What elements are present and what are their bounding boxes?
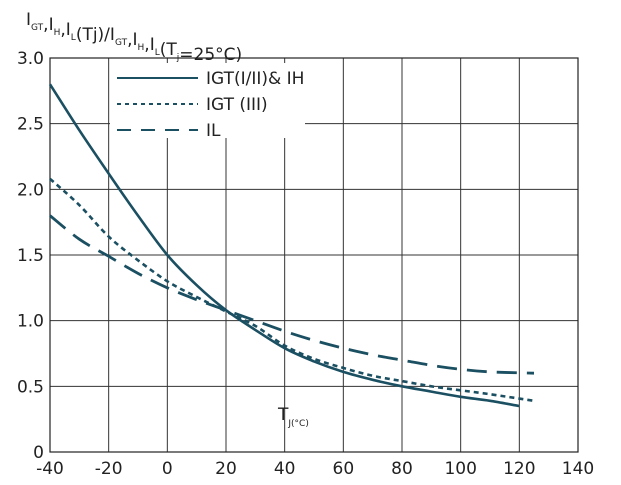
title-subscript: L: [71, 33, 76, 43]
legend-label-2: IGT (III): [206, 95, 268, 115]
x-tick-label: -20: [95, 459, 123, 479]
x-label-main: T: [277, 405, 289, 425]
series-line-2: [49, 177, 535, 403]
plot-frame: [49, 57, 579, 453]
x-tick-label: 60: [333, 459, 355, 479]
x-axis: -40 -20 0 20 40 60 80 100 120 140: [36, 459, 594, 479]
title-subscript: GT: [115, 38, 128, 48]
title-text: (T: [160, 40, 178, 60]
y-tick-label: 1.0: [17, 312, 44, 332]
title-subscript: GT: [31, 23, 44, 33]
x-tick-label: 80: [391, 459, 413, 479]
x-tick-label: 100: [444, 459, 476, 479]
x-tick-label: 40: [274, 459, 296, 479]
title-text: ,I: [60, 20, 70, 40]
legend-label-1: IGT(I/II)& IH: [206, 69, 304, 89]
series-layer: [48, 83, 535, 408]
x-label-sub: J(°C): [287, 419, 308, 429]
y-tick-label: 0: [33, 443, 44, 463]
chart-title: IGT,IH,IL(Tj)/IGT,IH,IL(Tj=25°C): [26, 10, 242, 65]
x-tick-label: 20: [215, 459, 237, 479]
x-tick-label: 140: [562, 459, 594, 479]
y-axis: 0 0.5 1.0 1.5 2.0 2.5 3.0: [17, 49, 44, 463]
y-tick-label: 0.5: [17, 377, 44, 397]
title-subscript: H: [54, 28, 61, 38]
title-text: ,I: [43, 15, 53, 35]
x-tick-label: 120: [503, 459, 535, 479]
title-subscript: L: [155, 48, 160, 58]
title-subscript: H: [138, 43, 145, 53]
legend-box: [110, 63, 305, 138]
series-line-3: [49, 214, 535, 375]
y-tick-label: 3.0: [17, 49, 44, 69]
title-text: ,I: [127, 30, 137, 50]
legend-label-3: IL: [206, 121, 221, 141]
title-text: ,I: [144, 35, 154, 55]
y-tick-label: 1.5: [17, 246, 44, 266]
x-tick-label: 0: [162, 459, 173, 479]
x-axis-label: TJ(°C): [277, 405, 309, 429]
title-text: =25°C): [179, 45, 242, 65]
y-tick-label: 2.0: [17, 180, 44, 200]
title-text: (Tj)/I: [76, 25, 115, 45]
series-line-1: [48, 83, 520, 408]
title-text: I: [26, 10, 31, 30]
legend: IGT(I/II)& IH IGT (III) IL: [110, 63, 305, 141]
y-tick-label: 2.5: [17, 115, 44, 135]
x-tick-label: -40: [36, 459, 64, 479]
